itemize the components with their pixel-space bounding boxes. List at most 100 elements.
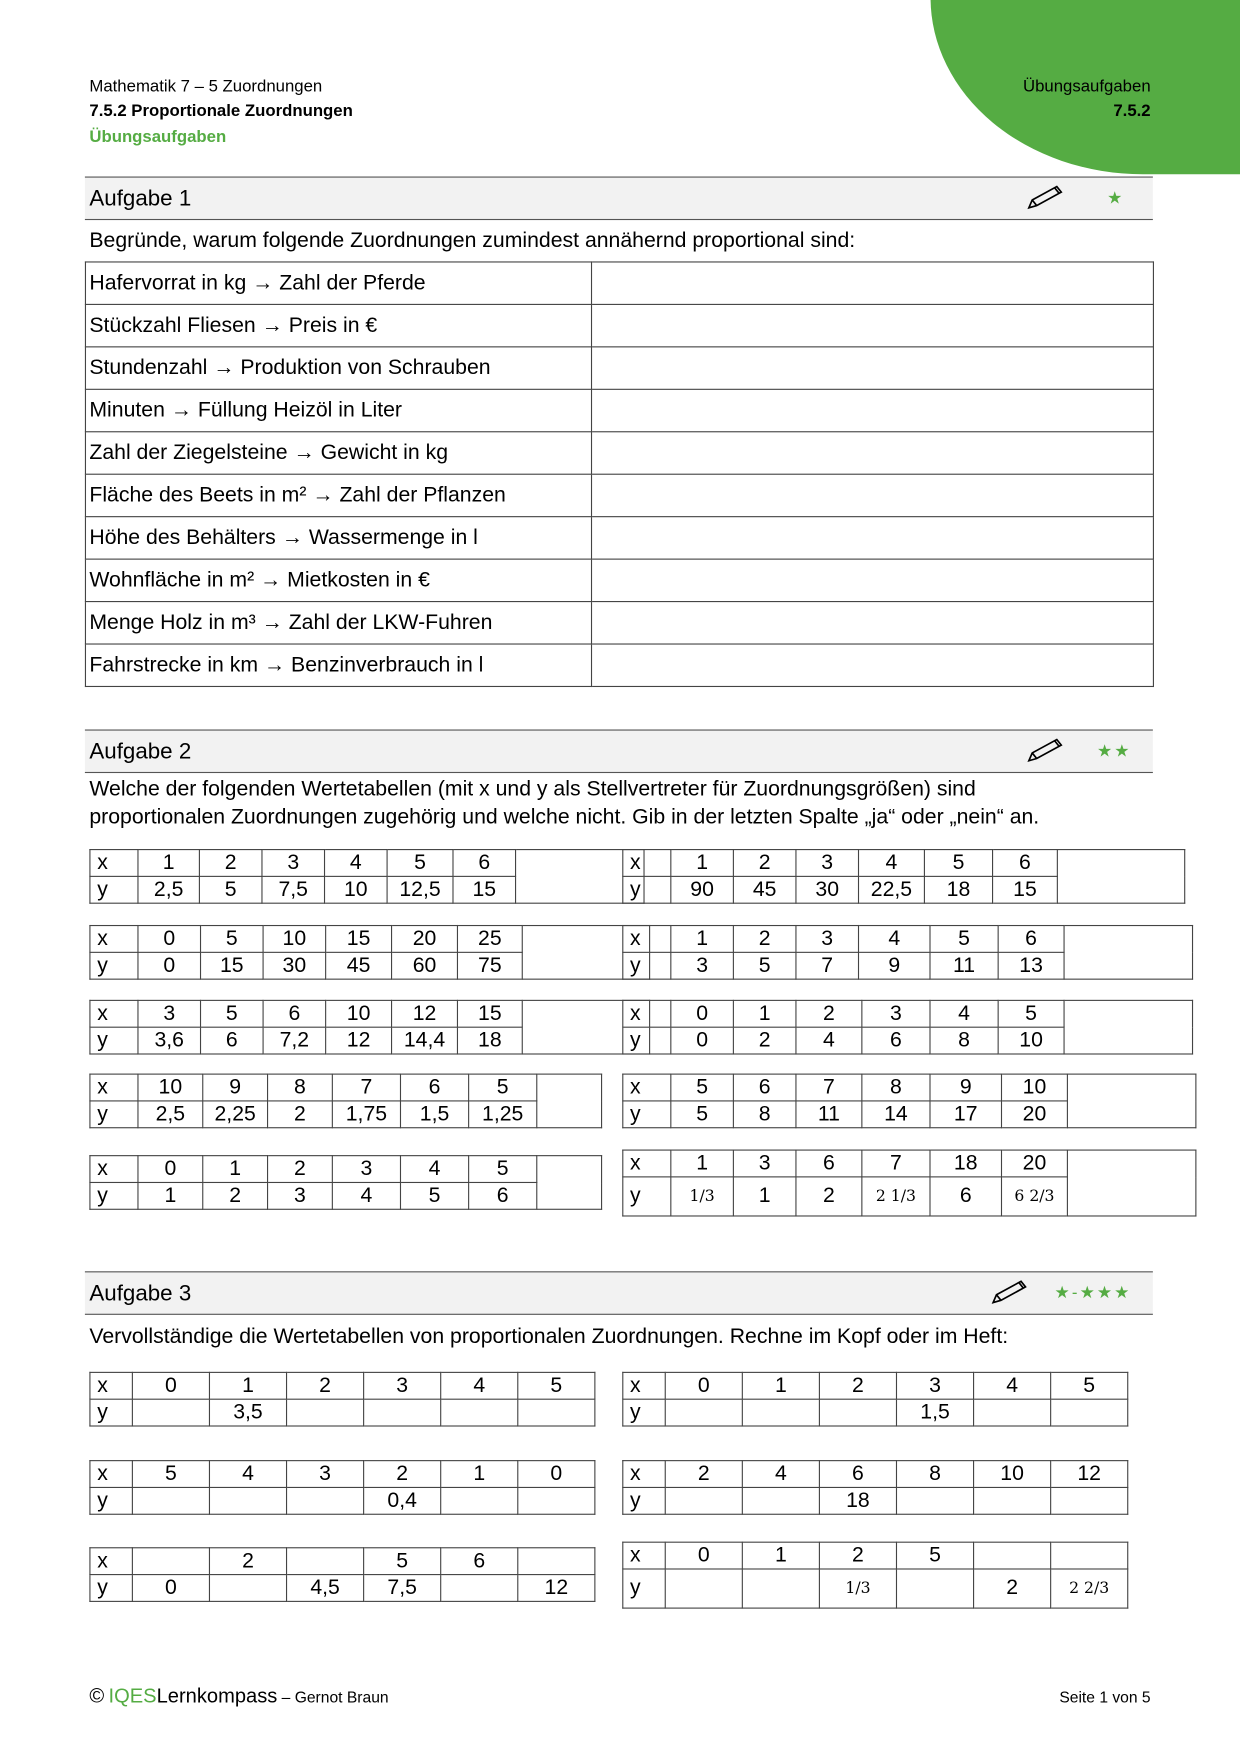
value-cell: 18 [456, 1026, 523, 1055]
aufgabe3-header: Aufgabe 3 ★-★★★ [84, 1271, 1153, 1315]
value-cell: 4 [208, 1460, 288, 1489]
value-cell: 6 [440, 1547, 519, 1576]
answer-cell[interactable] [590, 261, 1154, 305]
x-row: x 1 3 6 7 18 20 [622, 1149, 1197, 1217]
x-row: x 0 5 10 15 20 25 [89, 924, 651, 980]
value-cell[interactable] [440, 1398, 519, 1427]
value-cell: 2,25 [202, 1100, 269, 1129]
value-cell: 2 [795, 999, 863, 1028]
value-table: x 0 1 2 3 4 5 y 3,5 [89, 1371, 596, 1427]
value-cell: 0 [664, 1371, 743, 1400]
value-cell[interactable] [664, 1486, 743, 1515]
value-cell: 12 [1050, 1460, 1129, 1489]
table-row: Minuten → Füllung Heizöl in Liter [84, 388, 1154, 433]
value-cell: 2,5 [137, 1100, 204, 1129]
answer-cell[interactable] [536, 1155, 603, 1210]
value-cell: 1 [670, 849, 734, 877]
answer-cell[interactable] [590, 473, 1154, 518]
value-cell[interactable] [1050, 1486, 1129, 1515]
value-cell[interactable] [741, 1568, 820, 1609]
answer-cell[interactable] [536, 1073, 603, 1129]
answer-cell[interactable] [1063, 999, 1194, 1055]
value-cell: 5 [198, 875, 263, 904]
value-cell[interactable] [973, 1541, 1052, 1570]
x-label: x [622, 849, 672, 877]
value-cell[interactable] [664, 1568, 743, 1609]
value-cell[interactable] [440, 1486, 519, 1515]
answer-cell[interactable] [1066, 1149, 1197, 1217]
value-cell: 5 [199, 924, 264, 953]
answer-cell[interactable] [590, 388, 1154, 433]
value-cell[interactable] [517, 1398, 596, 1427]
footer-brand: © IQESLernkompass – Gernot Braun [89, 1685, 388, 1708]
value-cell: 1 [670, 924, 734, 953]
value-cell: 2 [818, 1371, 898, 1400]
value-table: x 5 4 3 2 1 0 y 0,4 [89, 1460, 596, 1515]
value-cell: 3 [670, 951, 734, 980]
fraction-cell: 2 2/3 [1050, 1568, 1129, 1609]
answer-cell[interactable] [590, 643, 1154, 688]
value-cell: 3 [861, 999, 931, 1028]
value-cell[interactable] [517, 1486, 596, 1515]
value-cell[interactable] [208, 1486, 288, 1515]
value-cell: 4 [741, 1460, 820, 1489]
value-cell[interactable] [895, 1486, 975, 1515]
answer-cell[interactable] [590, 303, 1154, 348]
value-cell: 90 [670, 875, 734, 904]
value-cell[interactable] [131, 1486, 211, 1515]
value-cell[interactable] [973, 1486, 1052, 1515]
fraction-cell: 2 1/3 [861, 1176, 931, 1217]
answer-cell[interactable] [1066, 1073, 1197, 1129]
value-cell: 18 [929, 1149, 1003, 1178]
value-cell[interactable] [131, 1547, 211, 1576]
value-table: x 1 2 3 4 5 6 y 90 45 30 22,5 18 15 [622, 849, 1186, 904]
value-cell[interactable] [517, 1547, 596, 1576]
topic-line: 7.5.2 Proportionale Zuordnungen [89, 101, 353, 121]
value-cell[interactable] [741, 1398, 820, 1427]
answer-cell[interactable] [590, 431, 1154, 475]
value-cell: 1 [202, 1155, 269, 1184]
value-cell[interactable] [131, 1398, 211, 1427]
answer-cell[interactable] [590, 516, 1154, 560]
value-cell: 8 [929, 1026, 999, 1055]
value-cell: 2 [266, 1100, 333, 1129]
table-row: Höhe des Behälters → Wassermenge in l [84, 516, 1154, 560]
value-cell[interactable] [440, 1574, 519, 1602]
value-cell[interactable] [285, 1486, 365, 1515]
value-table: x 1 2 3 4 5 6 y 3 5 7 9 11 13 [622, 924, 1194, 980]
value-cell[interactable] [818, 1398, 898, 1427]
value-cell: 5 [468, 1073, 538, 1102]
value-cell[interactable] [973, 1398, 1052, 1427]
aufgabe2-text-line2: proportionalen Zuordnungen zugehörig und… [89, 805, 1040, 829]
answer-cell[interactable] [590, 346, 1154, 390]
table-row: Fahrstrecke in km → Benzinverbrauch in l [84, 643, 1154, 688]
value-cell[interactable] [285, 1547, 365, 1576]
value-cell: 12,5 [386, 875, 454, 904]
answer-cell[interactable] [590, 558, 1154, 603]
value-cell: 4 [929, 999, 999, 1028]
value-cell: 1 [208, 1371, 288, 1400]
value-cell[interactable] [664, 1398, 743, 1427]
value-cell: 5 [363, 1547, 442, 1576]
table-row: Stückzahl Fliesen → Preis in € [84, 303, 1154, 348]
value-cell: 1 [670, 1149, 734, 1178]
answer-cell[interactable] [590, 601, 1154, 645]
y-row: y 18 [622, 1486, 1129, 1515]
answer-cell[interactable] [1063, 924, 1194, 980]
y-row: y 1,5 [622, 1398, 1129, 1427]
table-row: Zahl der Ziegelsteine → Gewicht in kg [84, 431, 1154, 475]
value-cell: 15 [992, 875, 1058, 904]
value-cell[interactable] [208, 1574, 288, 1602]
value-cell[interactable] [285, 1398, 365, 1427]
value-cell[interactable] [895, 1568, 975, 1609]
value-cell: 4 [323, 849, 388, 877]
value-cell[interactable] [1050, 1398, 1129, 1427]
value-cell[interactable] [1050, 1541, 1129, 1570]
value-cell[interactable] [363, 1398, 442, 1427]
answer-cell[interactable] [1056, 849, 1186, 904]
value-cell[interactable] [741, 1486, 820, 1515]
